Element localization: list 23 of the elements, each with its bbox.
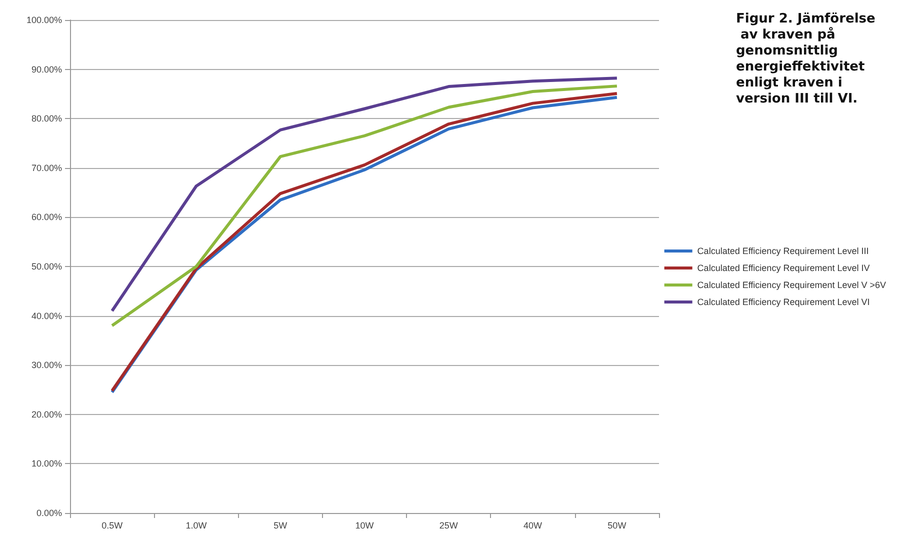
- y-tick-label: 10.00%: [31, 458, 62, 469]
- legend-label: Calculated Efficiency Requirement Level IV: [697, 263, 870, 273]
- y-tick-label: 100.00%: [26, 15, 62, 25]
- y-tick-label: 60.00%: [31, 212, 62, 222]
- text: Figur 2. Jämförelse av kraven på genomsnittlig energieffektivitet enligt kraven i version III till VI.: [736, 12, 876, 106]
- x-tick-label: 50W: [608, 520, 627, 530]
- x-tick-label: 10W: [355, 520, 374, 530]
- y-tick-label: 90.00%: [31, 64, 62, 74]
- y-tick-label: 50.00%: [31, 262, 62, 272]
- x-tick-label: 40W: [524, 520, 543, 530]
- y-tick-label: 80.00%: [31, 114, 62, 124]
- legend-label: Calculated Efficiency Requirement Level V >6V: [697, 280, 886, 290]
- y-tick-label: 70.00%: [31, 162, 62, 173]
- legend-label: Calculated Efficiency Requirement Level VI: [697, 297, 870, 307]
- y-tick-label: 0.00%: [36, 508, 62, 518]
- x-tick-label: 25W: [439, 520, 458, 530]
- y-tick-label: 30.00%: [31, 360, 62, 370]
- legend-label: Calculated Efficiency Requirement Level III: [697, 246, 869, 256]
- y-tick-label: 40.00%: [31, 310, 62, 321]
- x-tick-label: 5W: [274, 520, 288, 530]
- y-tick-label: 20.00%: [31, 409, 62, 420]
- x-tick-label: 0.5W: [102, 520, 124, 530]
- x-tick-label: 1.0W: [186, 520, 208, 530]
